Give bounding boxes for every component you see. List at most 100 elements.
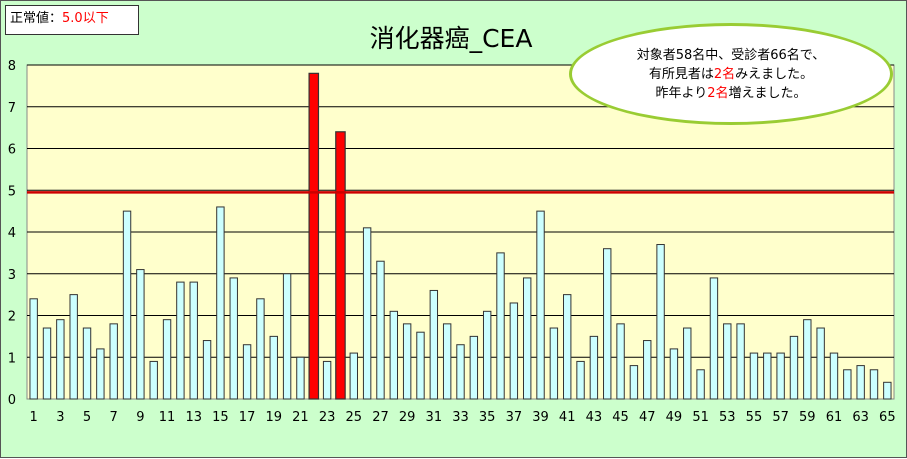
bar [29, 298, 38, 400]
x-tick-label: 23 [319, 410, 336, 425]
bar [469, 335, 479, 400]
x-tick-label: 49 [666, 410, 683, 425]
x-tick-label: 29 [399, 410, 416, 425]
bar [349, 352, 358, 400]
callout-line-3: 昨年より2名増えました。 [655, 84, 806, 103]
y-tick-label: 4 [8, 226, 16, 241]
x-tick-label: 55 [746, 410, 763, 425]
bar [42, 327, 52, 400]
bar [589, 335, 599, 400]
bar [509, 302, 519, 400]
y-tick-label: 0 [8, 393, 16, 408]
x-axis-ticks: 1 3 5 7 9 11 13 15 17 19 21 23 25 27 29 31 33 35 37 39 41 43 4… [30, 410, 896, 425]
chart-title: 消化器癌_CEA [369, 24, 533, 53]
normal-range-value: 5.0以下 [62, 11, 109, 26]
x-tick-label: 7 [110, 410, 118, 425]
bar [122, 210, 132, 400]
bar [96, 348, 105, 400]
x-tick-label: 15 [212, 410, 229, 425]
y-tick-label: 7 [8, 101, 16, 116]
callout-line-3-a: 昨年より [655, 85, 708, 101]
bar [643, 340, 652, 400]
x-tick-label: 27 [372, 410, 389, 425]
x-tick-label: 57 [772, 410, 789, 425]
x-tick-label: 43 [586, 410, 603, 425]
x-tick-label: 51 [692, 410, 709, 425]
bar [56, 319, 65, 400]
bar [482, 310, 492, 400]
x-tick-label: 19 [265, 410, 282, 425]
callout-line-3-count: 2名 [707, 85, 729, 101]
callout-line-3-c: 増えました。 [728, 85, 807, 101]
x-tick-label: 33 [452, 410, 469, 425]
bar [442, 323, 452, 400]
bars [29, 72, 892, 400]
callout-line-2-a: 有所見者は [648, 66, 714, 82]
y-axis-ticks: 0 1 2 3 4 5 6 7 8 [8, 59, 16, 408]
bar [803, 319, 812, 400]
bar [869, 369, 879, 400]
bar [322, 360, 332, 400]
normal-range-legend: 正常値：5.0以下 [5, 5, 139, 35]
bar [736, 323, 745, 400]
bar [308, 72, 320, 400]
bar [216, 206, 225, 400]
y-tick-label: 6 [8, 143, 16, 158]
bar [843, 369, 852, 400]
x-tick-label: 45 [612, 410, 629, 425]
x-tick-label: 35 [479, 410, 496, 425]
bar [202, 340, 212, 400]
x-tick-label: 39 [532, 410, 549, 425]
bar [576, 360, 585, 400]
x-tick-label: 63 [852, 410, 869, 425]
x-tick-label: 9 [136, 410, 144, 425]
bar [789, 335, 799, 400]
bar [402, 323, 412, 400]
bar [82, 327, 92, 400]
bar [242, 344, 252, 400]
bar [496, 252, 505, 400]
bar [69, 294, 78, 400]
bar [776, 352, 785, 400]
bar [189, 281, 198, 400]
bar [256, 298, 265, 400]
bar [376, 260, 385, 400]
x-tick-label: 25 [346, 410, 363, 425]
x-tick-label: 13 [185, 410, 202, 425]
bar [522, 277, 532, 400]
x-tick-label: 21 [292, 410, 309, 425]
bar [563, 294, 572, 400]
x-tick-label: 1 [30, 410, 38, 425]
bar [723, 323, 732, 400]
bar [282, 273, 292, 400]
bar [456, 344, 465, 400]
bar [696, 369, 705, 400]
bar [416, 331, 425, 400]
callout-line-1: 対象者58名中、受診者66名で、 [636, 47, 826, 63]
bar [229, 277, 238, 400]
bar [749, 352, 759, 400]
y-tick-label: 8 [8, 59, 16, 74]
x-tick-label: 31 [426, 410, 443, 425]
x-tick-label: 41 [559, 410, 576, 425]
bar [616, 323, 625, 400]
bar [683, 327, 692, 400]
bar [362, 227, 372, 400]
bar [536, 210, 545, 400]
bar [763, 352, 772, 400]
bar [656, 244, 665, 400]
bar [669, 348, 679, 400]
callout-line-2-count: 2名 [713, 66, 736, 82]
x-tick-label: 65 [879, 410, 896, 425]
callout-line-2-c: みえました。 [735, 66, 814, 82]
bar [816, 327, 825, 400]
bar [389, 310, 399, 400]
x-tick-label: 53 [719, 410, 736, 425]
bar [269, 335, 278, 400]
bar [296, 356, 305, 400]
x-tick-label: 61 [826, 410, 843, 425]
bar [603, 248, 612, 400]
x-tick-label: 47 [639, 410, 656, 425]
bar [429, 289, 439, 400]
